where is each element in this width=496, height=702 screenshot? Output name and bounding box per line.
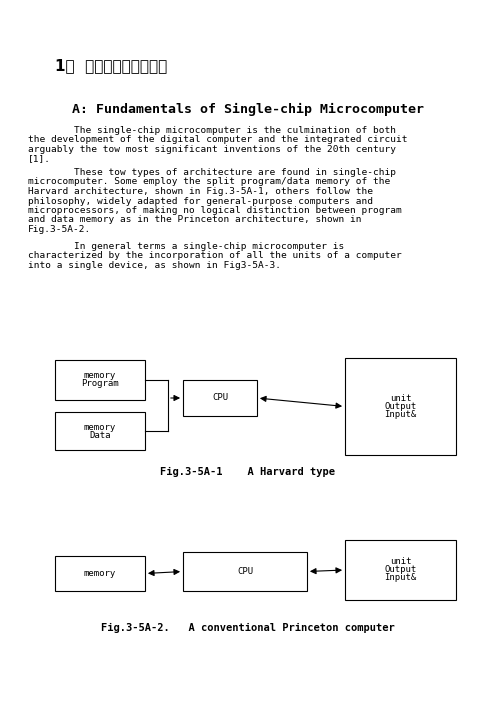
- Text: Fig.3-5A-1    A Harvard type: Fig.3-5A-1 A Harvard type: [161, 467, 335, 477]
- Text: Program: Program: [81, 380, 119, 388]
- Text: the development of the digital computer and the integrated circuit: the development of the digital computer …: [28, 135, 408, 145]
- Text: Output: Output: [384, 566, 417, 574]
- Bar: [183, 380, 257, 416]
- Bar: [55, 556, 145, 591]
- Bar: [345, 540, 456, 600]
- Text: Data: Data: [89, 430, 111, 439]
- Text: philosophy, widely adapted for general-purpose computers and: philosophy, widely adapted for general-p…: [28, 197, 373, 206]
- Text: Input&: Input&: [384, 574, 417, 583]
- Text: These tow types of architecture are found in single-chip: These tow types of architecture are foun…: [28, 168, 396, 177]
- Text: Fig.3-5A-2.: Fig.3-5A-2.: [28, 225, 91, 234]
- Bar: [345, 358, 456, 455]
- Text: Fig.3-5A-2.   A conventional Princeton computer: Fig.3-5A-2. A conventional Princeton com…: [101, 623, 395, 633]
- Text: Harvard architecture, shown in Fig.3-5A-1, others follow the: Harvard architecture, shown in Fig.3-5A-…: [28, 187, 373, 196]
- Text: Input&: Input&: [384, 410, 417, 419]
- Text: microcomputer. Some employ the split program/data memory of the: microcomputer. Some employ the split pro…: [28, 178, 390, 187]
- Text: 1、  外文原文（复印件）: 1、 外文原文（复印件）: [55, 58, 167, 73]
- Text: In general terms a single-chip microcomputer is: In general terms a single-chip microcomp…: [28, 242, 344, 251]
- Text: arguably the tow most significant inventions of the 20th century: arguably the tow most significant invent…: [28, 145, 396, 154]
- Text: A: Fundamentals of Single-chip Microcomputer: A: Fundamentals of Single-chip Microcomp…: [72, 103, 424, 116]
- Text: memory: memory: [84, 371, 116, 380]
- Text: [1].: [1].: [28, 154, 51, 164]
- Bar: [183, 552, 307, 591]
- Bar: [55, 360, 145, 400]
- Text: microprocessors, of making no logical distinction between program: microprocessors, of making no logical di…: [28, 206, 402, 215]
- Text: The single-chip microcomputer is the culmination of both: The single-chip microcomputer is the cul…: [28, 126, 396, 135]
- Text: into a single device, as shown in Fig3-5A-3.: into a single device, as shown in Fig3-5…: [28, 261, 281, 270]
- Text: Output: Output: [384, 402, 417, 411]
- Text: CPU: CPU: [237, 567, 253, 576]
- Text: and data memory as in the Princeton architecture, shown in: and data memory as in the Princeton arch…: [28, 216, 362, 225]
- Text: unit: unit: [390, 394, 411, 403]
- Text: unit: unit: [390, 557, 411, 567]
- Text: characterized by the incorporation of all the units of a computer: characterized by the incorporation of al…: [28, 251, 402, 260]
- Text: CPU: CPU: [212, 394, 228, 402]
- Bar: [55, 412, 145, 450]
- Text: memory: memory: [84, 569, 116, 578]
- Text: memory: memory: [84, 423, 116, 432]
